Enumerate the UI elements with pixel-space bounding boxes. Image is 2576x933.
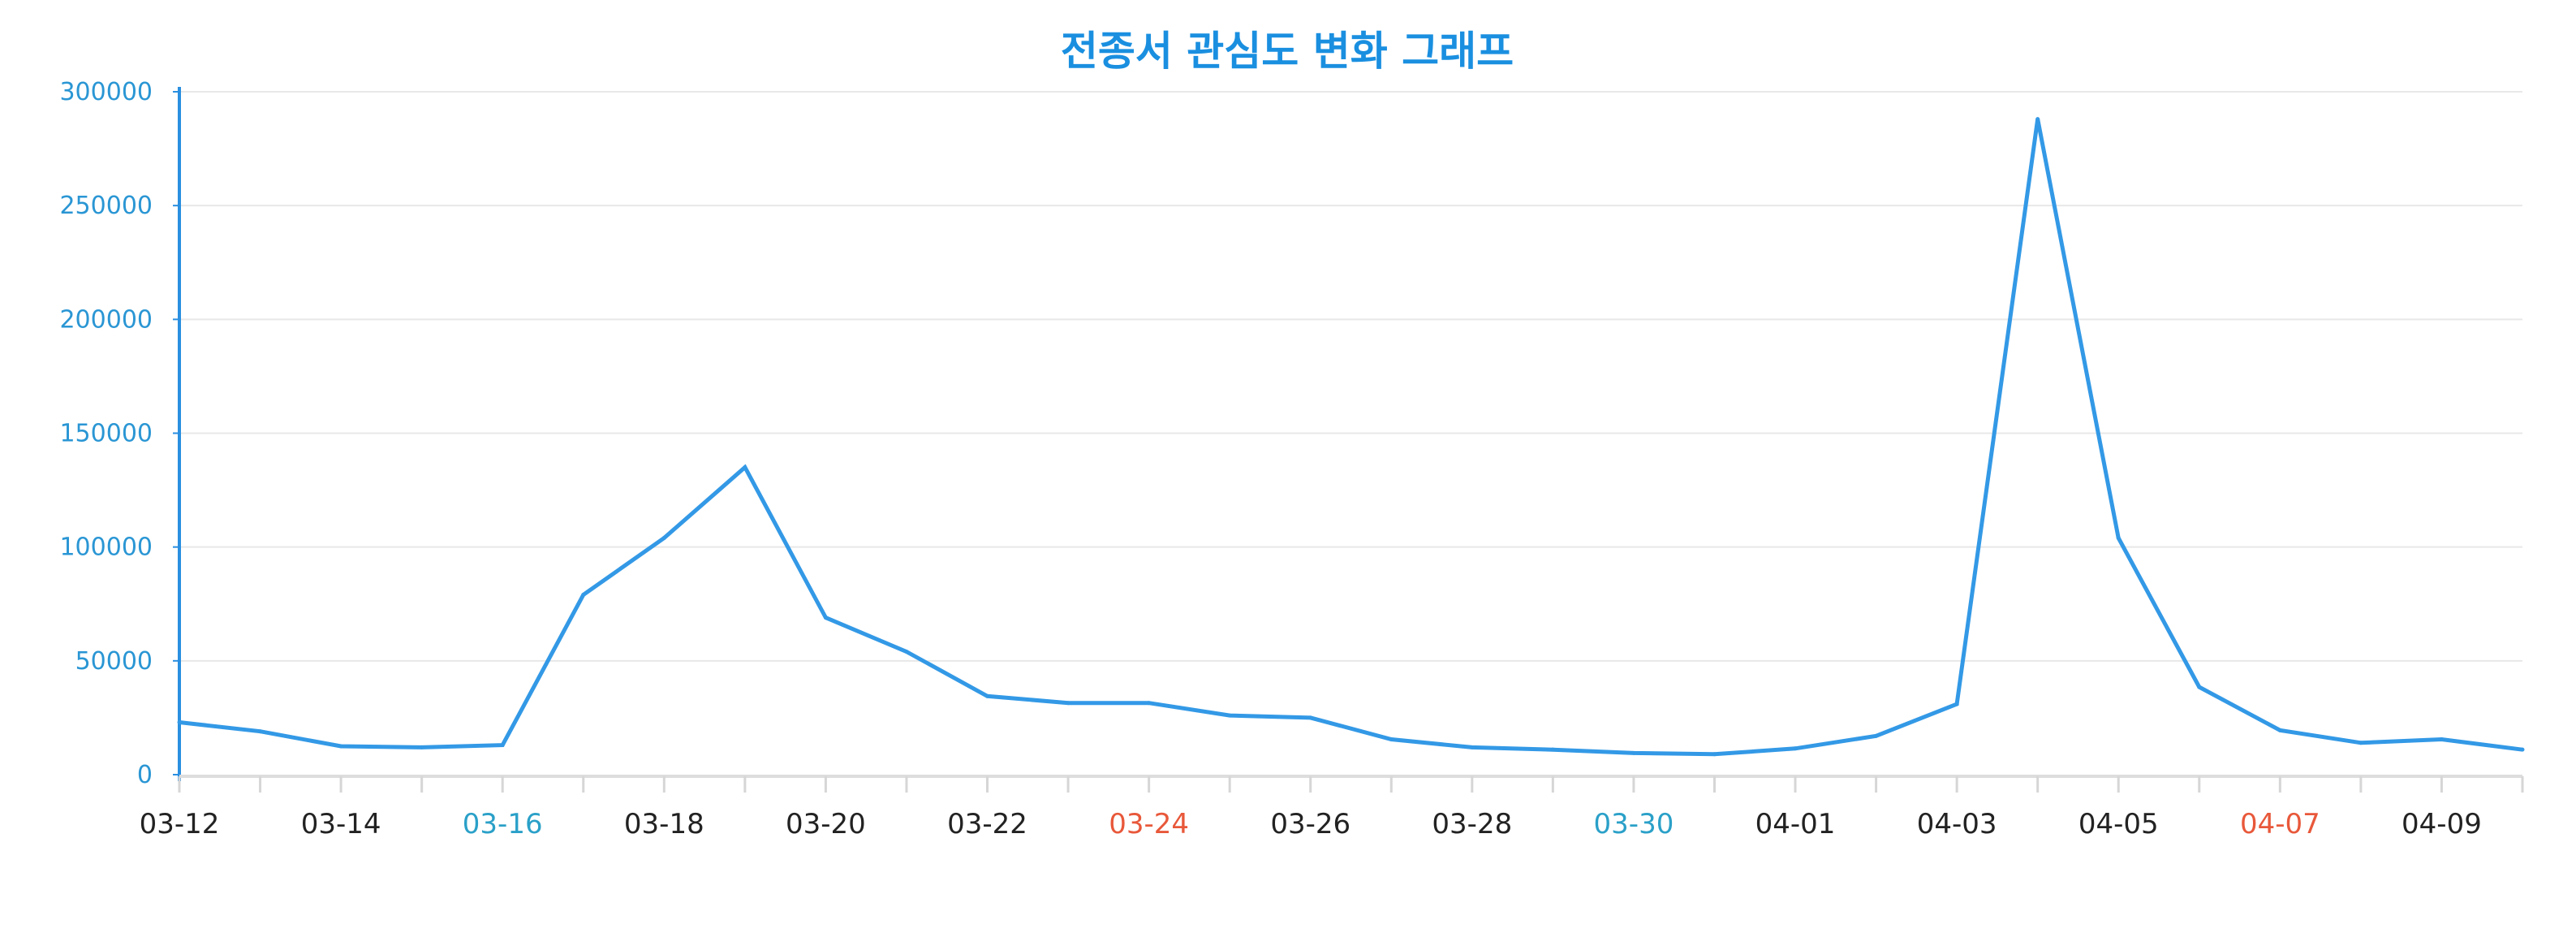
data-point [2277, 728, 2282, 732]
y-tick-label: 150000 [59, 420, 153, 448]
data-point [1874, 733, 1879, 738]
data-point [338, 744, 343, 749]
y-tick-label: 0 [137, 761, 153, 789]
x-tick-label: 04-03 [1917, 808, 1997, 840]
data-point [1470, 745, 1475, 749]
data-point [1712, 752, 1717, 757]
data-point [1227, 713, 1232, 718]
data-point [420, 745, 424, 749]
x-tick-label: 03-18 [624, 808, 704, 840]
data-point [1631, 750, 1636, 755]
x-tick-label: 03-12 [140, 808, 220, 840]
x-tick-label: 03-30 [1594, 808, 1674, 840]
gridlines [179, 91, 2522, 662]
data-point [2116, 535, 2121, 540]
y-tick-label: 50000 [75, 647, 153, 676]
data-point [581, 593, 586, 598]
series-line [179, 119, 2523, 757]
x-axis-tick-labels: 03-12 03-14 03-16 03-18 03-20 03-22 03-24 03-26… [140, 808, 2482, 840]
data-point [258, 729, 263, 734]
data-point [1389, 737, 1394, 742]
data-point [1954, 702, 1959, 706]
data-point [2358, 741, 2363, 745]
x-tick-label: 03-16 [463, 808, 543, 840]
data-point [743, 465, 747, 470]
data-point [500, 743, 505, 748]
x-tick-label: 03-24 [1109, 808, 1189, 840]
data-point [985, 693, 990, 698]
data-point [823, 616, 828, 620]
data-point [661, 535, 666, 540]
data-point [2197, 685, 2202, 689]
data-point [1793, 746, 1798, 751]
x-tick-label: 04-01 [1755, 808, 1836, 840]
data-point [904, 650, 909, 654]
y-axis-tick-labels: 0 50000 100000 150000 200000 250000 300000 [59, 78, 179, 789]
x-tick-label: 04-09 [2402, 808, 2482, 840]
x-tick-label: 03-28 [1432, 808, 1512, 840]
series-layer [177, 117, 2525, 757]
data-point [2520, 747, 2525, 752]
x-tick-label: 04-05 [2078, 808, 2159, 840]
data-point [1066, 701, 1070, 706]
y-tick-label: 200000 [59, 305, 153, 334]
x-tick-label: 03-20 [786, 808, 866, 840]
chart-title: 전종서 관심도 변화 그래프 [1061, 28, 1514, 75]
axes [178, 87, 2524, 793]
data-point [1308, 715, 1313, 720]
y-tick-label: 300000 [59, 78, 153, 106]
data-point [1550, 747, 1555, 752]
x-tick-label: 03-22 [947, 808, 1027, 840]
x-tick-label: 03-14 [301, 808, 381, 840]
data-point [1147, 701, 1152, 706]
x-tick-label: 03-26 [1270, 808, 1350, 840]
data-point [177, 720, 182, 725]
y-tick-label: 100000 [59, 533, 153, 562]
data-point [2035, 117, 2040, 122]
y-tick-label: 250000 [59, 192, 153, 220]
x-tick-label: 04-07 [2240, 808, 2320, 840]
data-point [2439, 737, 2444, 742]
